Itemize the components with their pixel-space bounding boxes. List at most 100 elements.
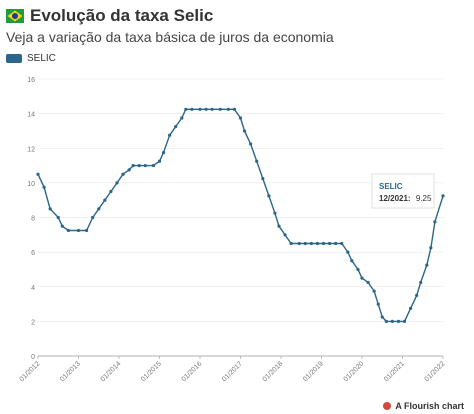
data-point[interactable] [143, 163, 147, 168]
data-point[interactable] [366, 280, 370, 285]
data-point[interactable] [328, 241, 332, 246]
data-point[interactable] [396, 319, 401, 323]
data-point[interactable] [255, 159, 259, 163]
data-point[interactable] [218, 107, 222, 111]
brazil-flag-icon [6, 9, 24, 23]
tooltip-value: 9.25 [416, 194, 432, 203]
data-point[interactable] [360, 276, 364, 280]
x-tick-label: 01/2015 [140, 360, 163, 383]
data-point[interactable] [91, 215, 95, 220]
data-point[interactable] [161, 150, 166, 155]
data-point[interactable] [334, 241, 338, 246]
chart-header: Evolução da taxa Selic Veja a variação d… [6, 4, 468, 64]
data-point[interactable] [242, 129, 247, 133]
tooltip-line: 12/2021: 9.25 [379, 194, 432, 203]
data-point[interactable] [180, 116, 184, 120]
y-tick-label: 2 [31, 319, 35, 326]
data-point[interactable] [232, 107, 237, 111]
y-axis: 0 2 4 6 8 10 12 14 16 [27, 77, 35, 361]
data-point[interactable] [36, 172, 40, 176]
data-point[interactable] [384, 319, 388, 323]
y-tick-label: 8 [31, 216, 35, 223]
y-tick-label: 0 [31, 354, 35, 361]
data-point[interactable] [297, 241, 301, 246]
credit-text: A Flourish chart [395, 401, 464, 411]
y-tick-label: 10 [27, 181, 35, 188]
data-point[interactable] [190, 107, 194, 111]
grid-lines [38, 78, 443, 357]
data-point[interactable] [350, 259, 354, 263]
y-tick-label: 6 [31, 250, 35, 257]
x-tick-label: 01/2018 [262, 360, 285, 383]
data-point[interactable] [226, 107, 230, 111]
data-point[interactable] [48, 207, 52, 211]
data-point[interactable] [415, 293, 419, 298]
legend[interactable]: SELIC [6, 53, 468, 64]
data-point[interactable] [356, 267, 360, 272]
series-selic[interactable] [36, 107, 445, 323]
data-point[interactable] [66, 228, 70, 233]
data-point[interactable] [127, 168, 131, 172]
tooltip: SELIC 12/2021: 9.25 [371, 173, 435, 209]
data-point[interactable] [42, 185, 46, 189]
tooltip-date: 12/2021: [379, 194, 411, 203]
data-point[interactable] [238, 116, 243, 120]
data-point[interactable] [380, 315, 384, 319]
data-point[interactable] [137, 163, 141, 168]
data-point[interactable] [340, 241, 344, 246]
data-point[interactable] [249, 142, 253, 146]
data-point[interactable] [283, 233, 287, 237]
tooltip-series: SELIC [379, 182, 403, 191]
title-row: Evolução da taxa Selic [6, 4, 468, 28]
data-point[interactable] [60, 224, 64, 228]
flourish-credit[interactable]: A Flourish chart [383, 401, 464, 411]
data-point[interactable] [402, 319, 407, 323]
data-point[interactable] [76, 228, 81, 233]
data-point[interactable] [346, 250, 350, 254]
x-tick-label: 01/2020 [343, 360, 366, 383]
legend-swatch [6, 54, 22, 63]
data-point[interactable] [277, 224, 281, 228]
data-point[interactable] [376, 302, 380, 306]
data-point[interactable] [303, 241, 307, 246]
data-point[interactable] [409, 306, 413, 310]
data-point[interactable] [174, 125, 178, 129]
data-point[interactable] [157, 159, 162, 163]
data-point[interactable] [103, 198, 107, 202]
data-point[interactable] [309, 241, 313, 246]
data-point[interactable] [433, 220, 437, 224]
data-point[interactable] [289, 241, 293, 246]
data-point[interactable] [121, 172, 125, 176]
data-point[interactable] [56, 215, 60, 220]
data-point[interactable] [151, 163, 156, 168]
data-point[interactable] [210, 107, 214, 111]
data-point[interactable] [109, 189, 113, 194]
data-point[interactable] [184, 107, 188, 111]
data-point[interactable] [115, 181, 119, 185]
data-point[interactable] [429, 246, 433, 250]
data-point[interactable] [261, 176, 265, 181]
data-point[interactable] [273, 211, 277, 215]
flourish-logo-icon [383, 402, 392, 410]
x-tick-label: 01/2017 [221, 360, 244, 383]
data-point[interactable] [97, 207, 101, 211]
data-point[interactable] [168, 133, 172, 137]
data-point[interactable] [85, 228, 89, 233]
data-point[interactable] [198, 107, 202, 111]
legend-label: SELIC [27, 53, 56, 64]
data-point[interactable] [131, 163, 135, 168]
data-point[interactable] [267, 194, 271, 198]
x-tick-label: 01/2022 [424, 360, 447, 383]
x-tick-label: 01/2021 [383, 360, 406, 383]
y-tick-label: 14 [27, 112, 35, 119]
data-point[interactable] [419, 280, 423, 285]
data-point[interactable] [321, 241, 326, 246]
data-point[interactable] [372, 289, 376, 293]
data-point[interactable] [315, 241, 320, 246]
x-tick-label: 01/2019 [302, 360, 325, 383]
data-point[interactable] [390, 319, 394, 323]
data-point[interactable] [204, 107, 208, 111]
data-point[interactable] [441, 194, 445, 198]
data-point[interactable] [425, 263, 429, 267]
